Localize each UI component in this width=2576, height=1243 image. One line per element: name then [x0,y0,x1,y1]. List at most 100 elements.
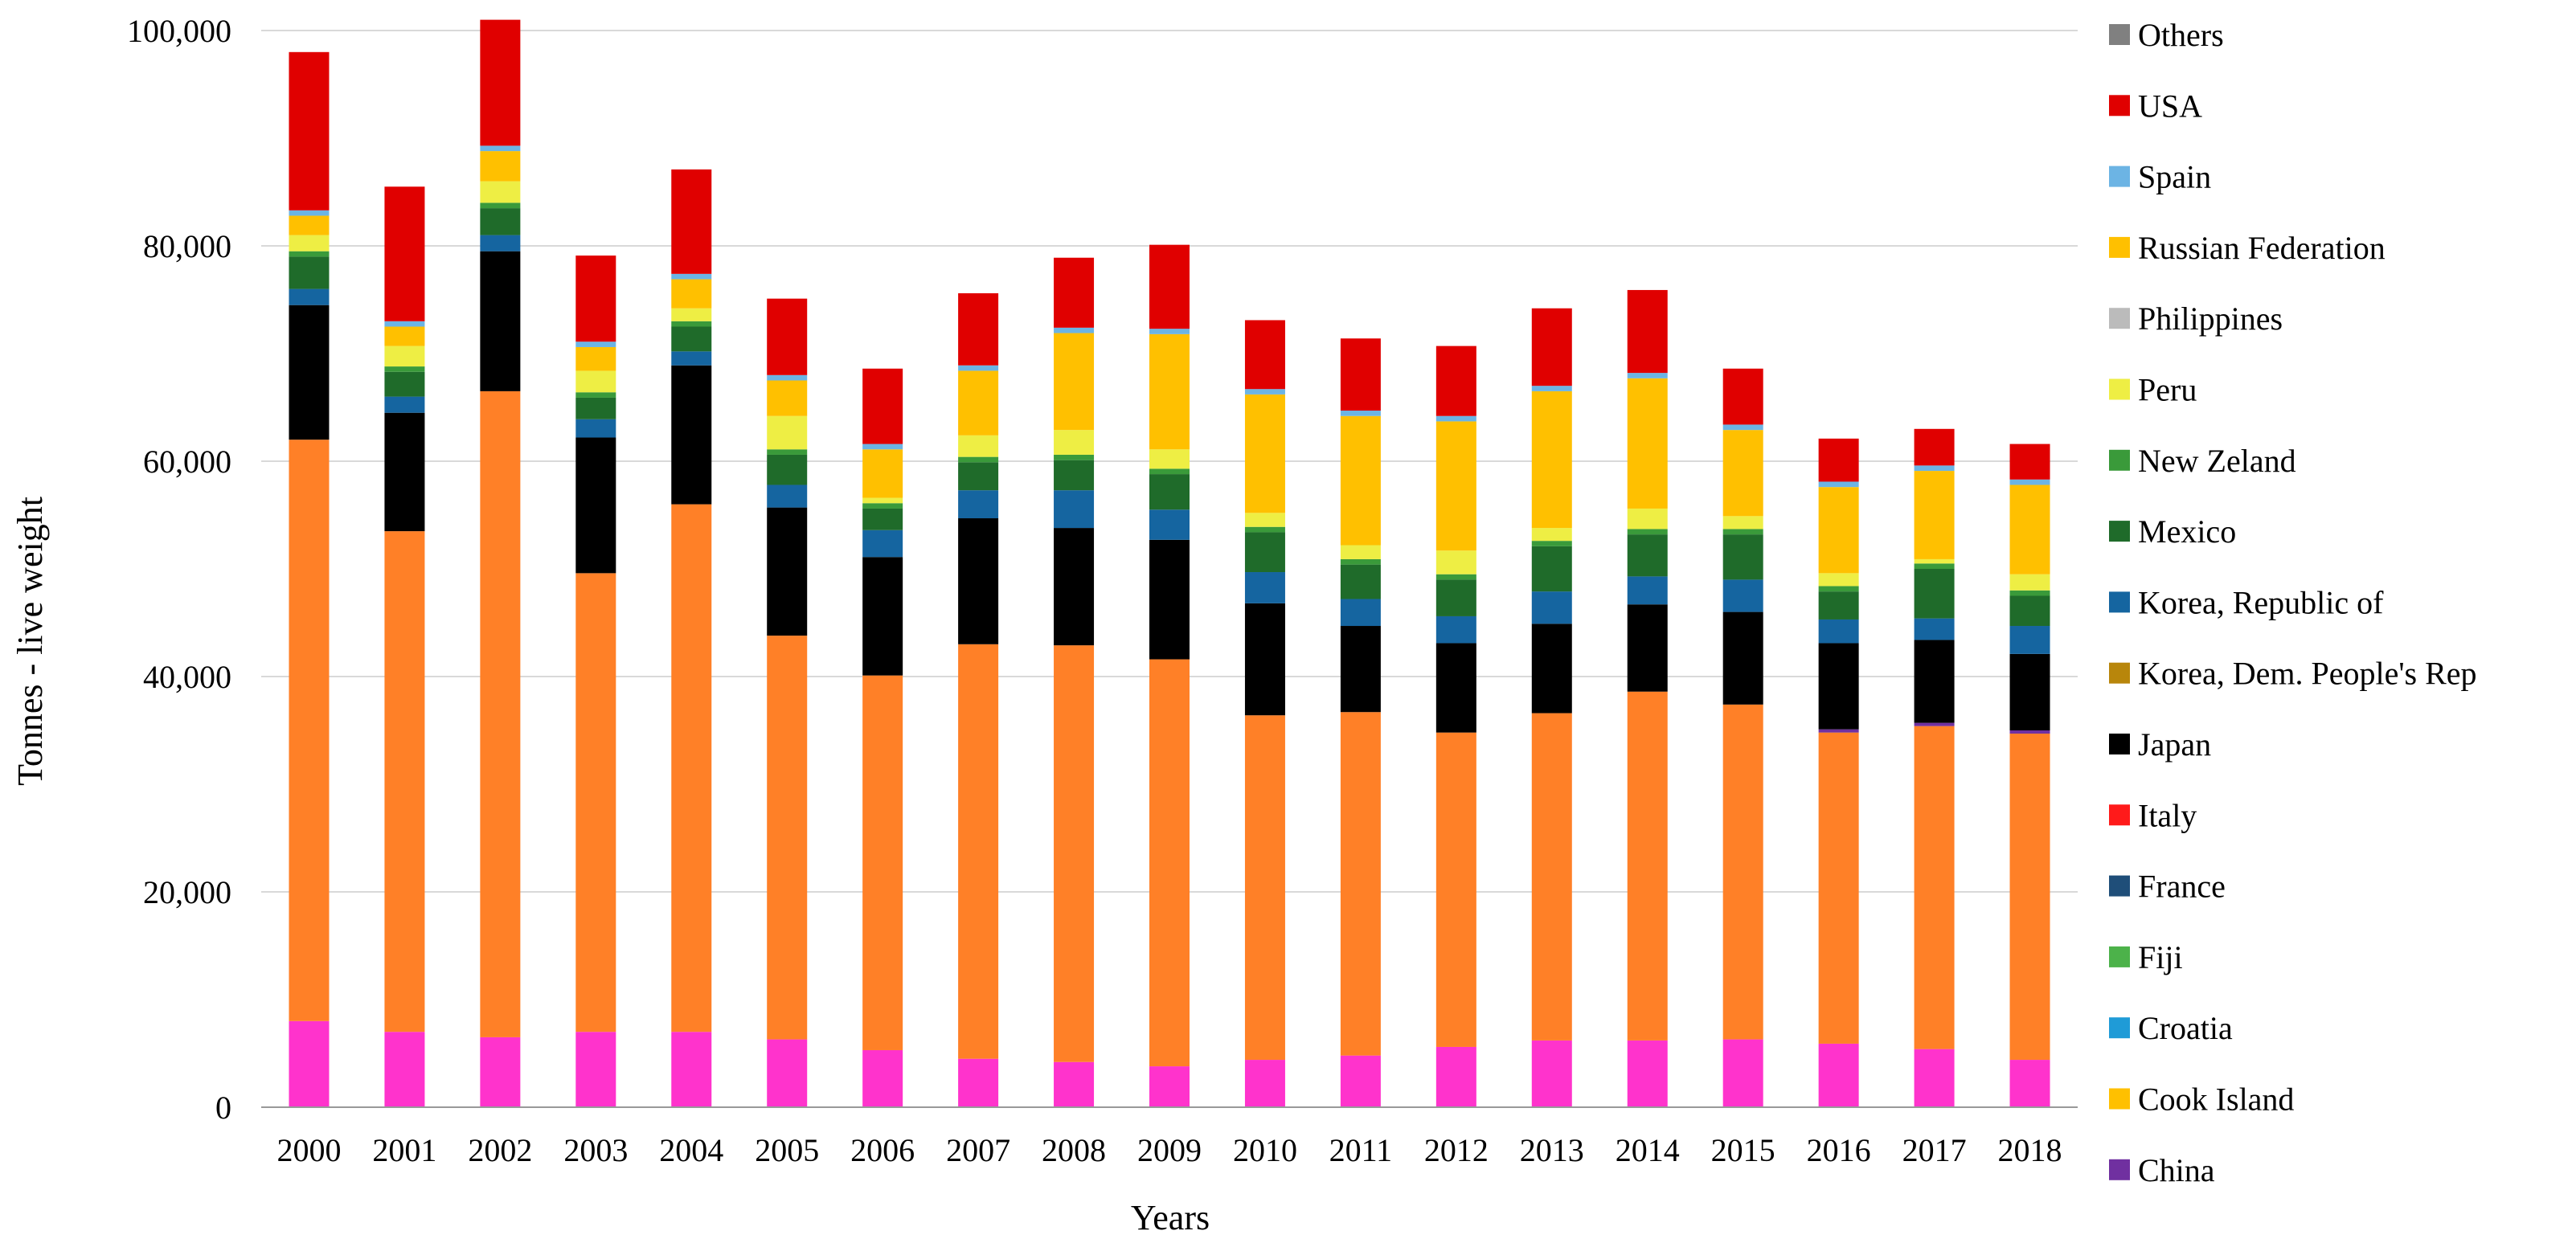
legend-label: Fiji [2138,939,2183,975]
bar-segment [1531,386,1572,391]
bar-segment [1054,333,1095,431]
bar-segment [1627,529,1668,535]
bar-segment [1531,541,1572,546]
bar-segment [2009,653,2050,730]
bar-segment [480,251,521,391]
bar-segment [1818,1043,1859,1107]
bar-segment [2009,595,2050,627]
bar-segment [384,1032,425,1107]
bar-segment [671,351,712,366]
bar-segment [1340,1055,1381,1107]
legend-swatch [2109,236,2130,258]
bar-segment [384,186,425,321]
bar-segment [1340,411,1381,416]
legend-swatch [2109,946,2130,967]
bar-segment [2009,626,2050,654]
bar-segment [1818,619,1859,644]
legend-label: China [2138,1152,2215,1188]
bar-segment [1531,528,1572,542]
bar-segment [1149,659,1190,1067]
bar-segment [767,454,808,485]
bar-segment [1435,346,1476,416]
bar-segment [958,644,999,1059]
bar-segment [1531,591,1572,624]
bar-segment [2009,734,2050,1061]
bar-segment [1818,487,1859,574]
bar-segment [575,370,616,393]
bar-segment [575,346,616,371]
bar-segment [384,396,425,413]
bar-segment [1340,712,1381,1056]
bar-segment [384,326,425,346]
bar-segment [480,1037,521,1107]
bar-segment [1818,586,1859,592]
bar-segment [1149,329,1190,334]
bar-segment [480,19,521,146]
bar-segment [480,181,521,203]
x-axis-ticks: 2000 2001 2002 2003 2004 2005 2006 2007 2008 2009… [276,1132,2062,1168]
bar-segment [1914,471,1955,559]
bar-segment [1244,320,1285,390]
bar-segment [1244,526,1285,533]
bar-segment [1340,599,1381,627]
bar-segment [767,380,808,416]
bar-segment [1054,528,1095,646]
bar-segment [1722,516,1763,530]
bar-segment [1722,534,1763,580]
bar-segment [862,503,903,509]
x-tick-label: 2006 [850,1132,915,1168]
bar-segment [767,636,808,1040]
y-tick-label: 0 [215,1090,231,1126]
bar-segment [1244,389,1285,395]
bar-segment [671,169,712,274]
bar-segment [575,397,616,419]
bar-segment [1722,704,1763,1040]
legend-label: Italy [2138,797,2197,833]
bar-segment [958,370,999,435]
bar-segment [671,308,712,321]
bar-segment [1340,564,1381,599]
bar-segment [1435,574,1476,580]
bar-segment [289,215,330,235]
bar-segment [1914,465,1955,472]
bar-segment [1149,449,1190,469]
bar-segment [671,273,712,280]
bar-segment [958,518,999,644]
legend-label: Russian Federation [2138,230,2386,266]
bar-segment [1054,1061,1095,1107]
x-tick-label: 2007 [946,1132,1010,1168]
bar-segment [480,151,521,182]
bar-segment [1244,513,1285,527]
bar-segment [1054,430,1095,455]
bar-segment [671,365,712,505]
bar-segment [862,675,903,1050]
bar-segment [1531,624,1572,713]
bar-segment [2009,1060,2050,1107]
y-axis-ticks: 0 20,000 40,000 60,000 80,000 100,000 [127,13,231,1126]
legend: Others USA Spain Russian Federation Philippi… [2109,17,2477,1188]
bar-segment [289,1020,330,1107]
bar-segment [480,208,521,235]
bar-segment [1818,573,1859,587]
bar-segment [1627,373,1668,378]
bar-segment [1914,618,1955,640]
bar-segment [1627,534,1668,577]
bar-segment [862,508,903,530]
y-tick-label: 100,000 [127,13,231,49]
bar-segment [575,437,616,574]
legend-swatch [2109,95,2130,117]
bar-segment [767,1039,808,1107]
bar-segment [1435,421,1476,551]
bar-segment [289,256,330,289]
bar-segment [289,305,330,440]
bar-segment [1818,732,1859,1044]
bar-segment [671,279,712,309]
bar-segment [2009,479,2050,485]
bar-segment [767,415,808,450]
bar-segment [1914,563,1955,569]
bar-segment [671,321,712,327]
bar-segment [958,292,999,366]
x-tick-label: 2002 [468,1132,532,1168]
legend-label: New Zeland [2138,443,2296,479]
bar-segment [2009,574,2050,591]
